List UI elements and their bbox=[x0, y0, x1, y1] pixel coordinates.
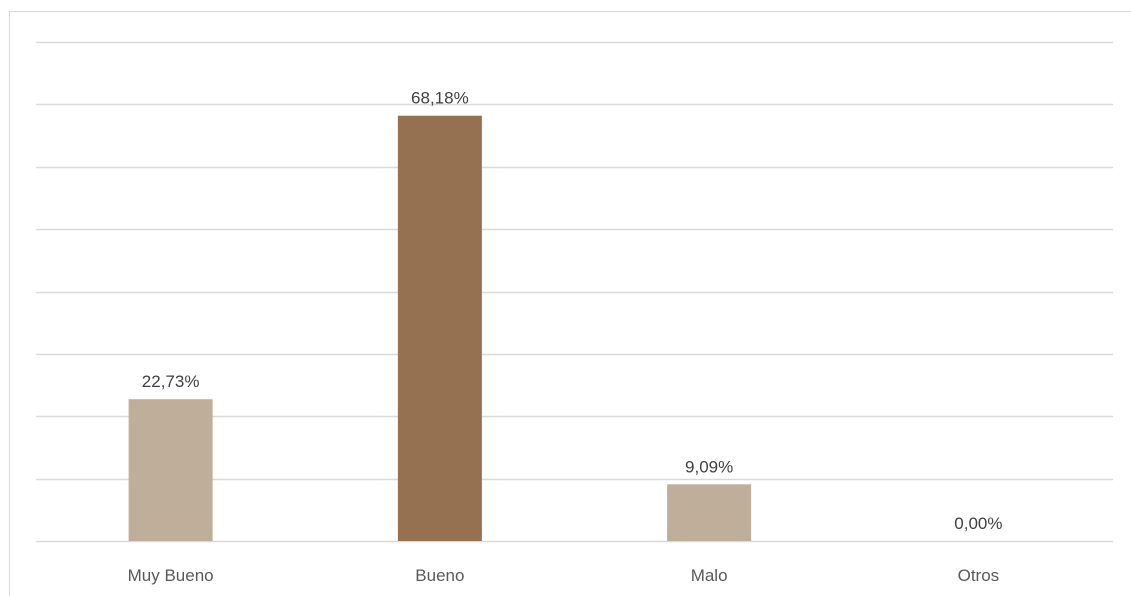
x-axis-tick-labels: Muy Bueno Bueno Malo Otros bbox=[128, 566, 1000, 585]
data-label: 68,18% bbox=[411, 89, 469, 108]
bars bbox=[128, 115, 752, 542]
data-label: 0,00% bbox=[954, 514, 1002, 533]
bar bbox=[667, 484, 752, 541]
x-tick-label: Muy Bueno bbox=[128, 566, 214, 585]
bar bbox=[397, 115, 482, 542]
gridlines bbox=[36, 41, 1113, 543]
x-tick-label: Otros bbox=[958, 566, 1000, 585]
data-label: 22,73% bbox=[142, 372, 200, 391]
data-labels: 22,73% 68,18% 9,09% 0,00% bbox=[142, 89, 1003, 533]
x-tick-label: Malo bbox=[691, 566, 728, 585]
bar bbox=[128, 399, 213, 541]
x-tick-label: Bueno bbox=[415, 566, 464, 585]
chart-frame bbox=[9, 11, 1131, 596]
data-label: 9,09% bbox=[685, 457, 733, 476]
